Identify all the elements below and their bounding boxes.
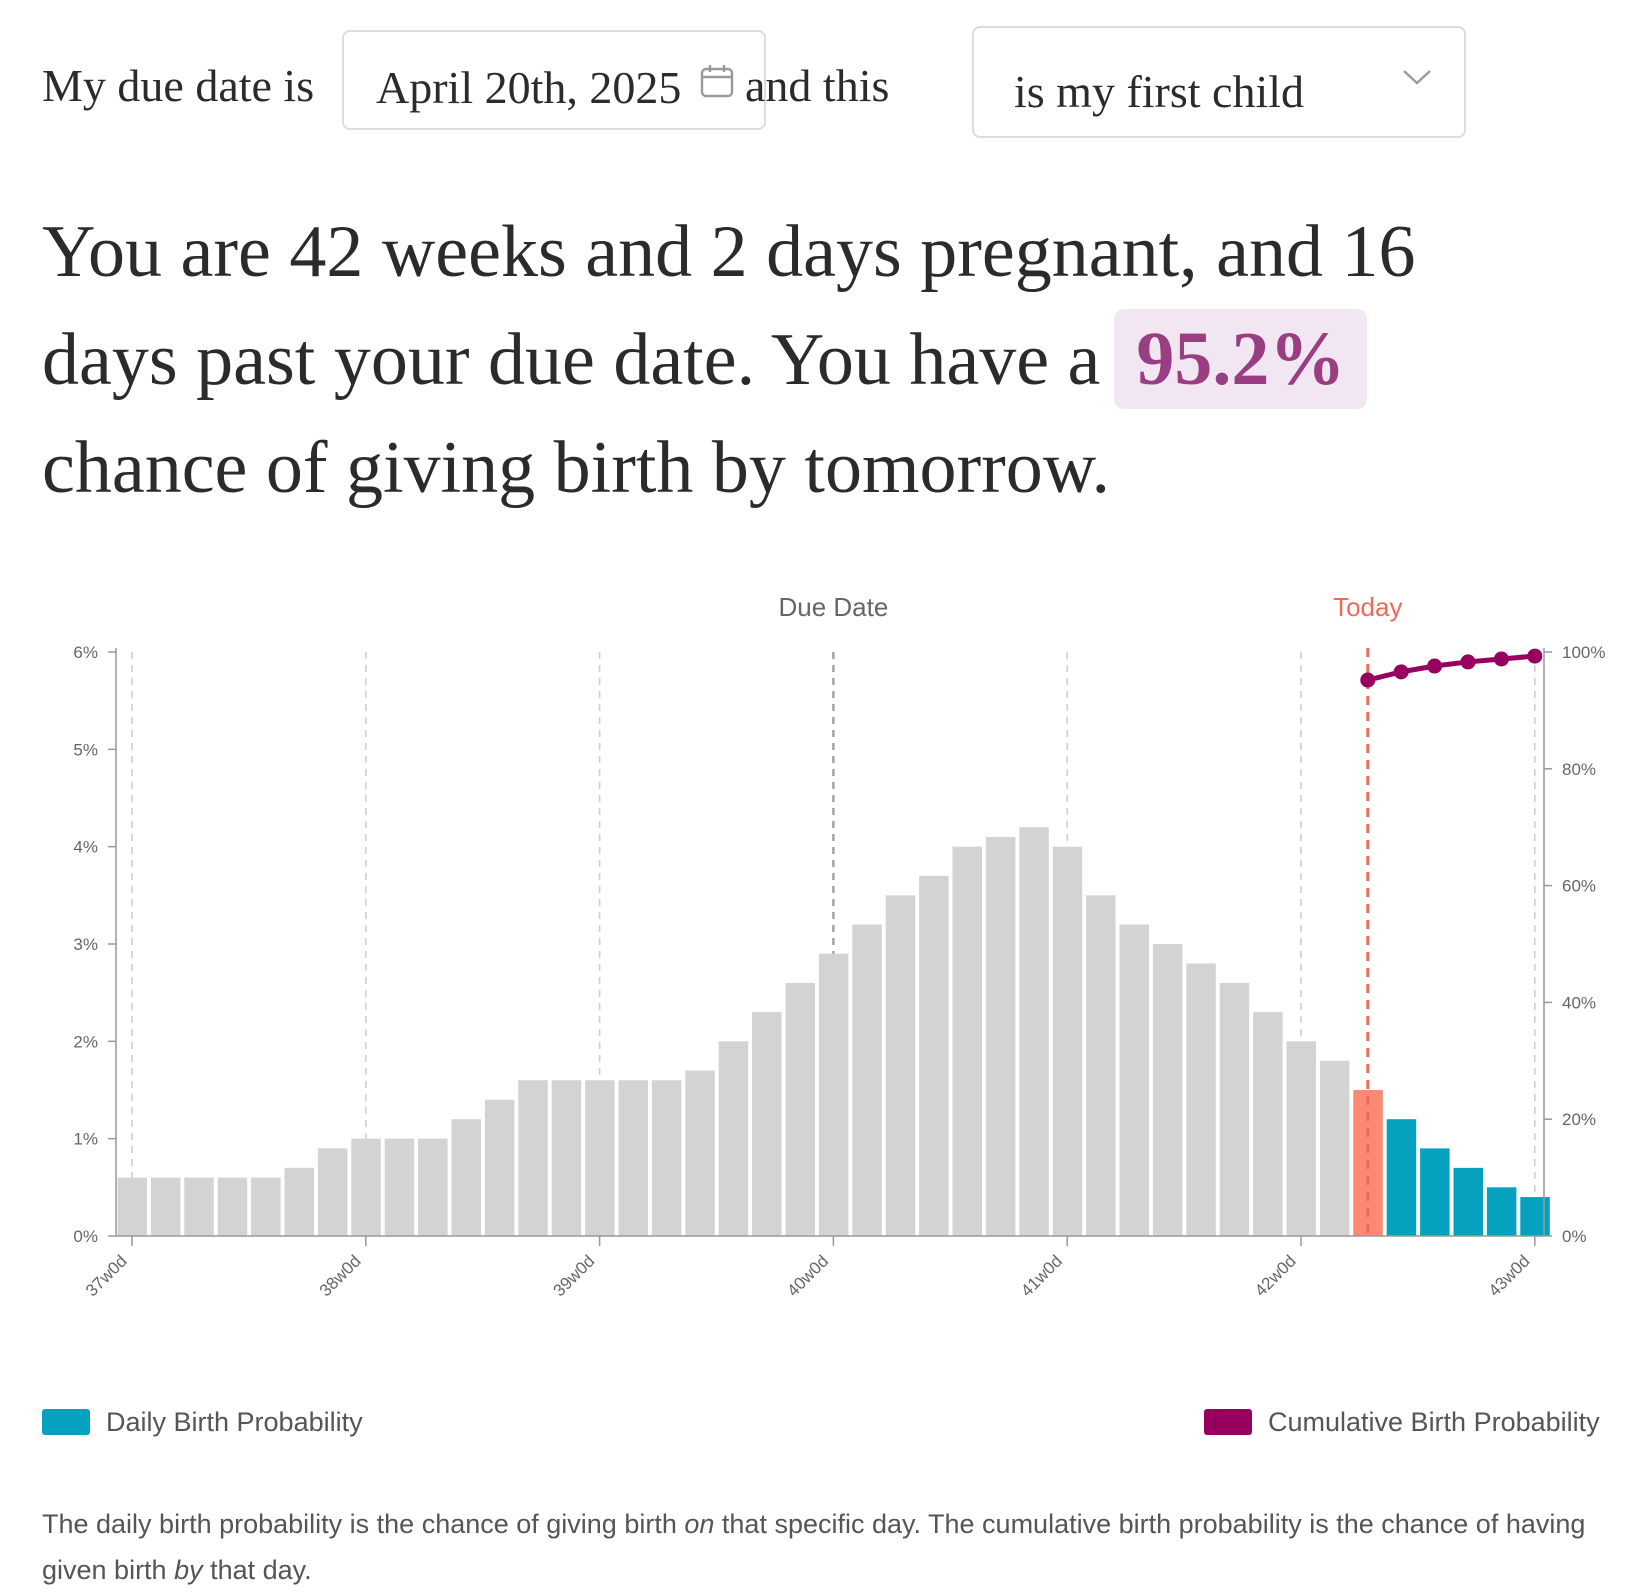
past-day-bar <box>818 953 849 1236</box>
past-day-bar <box>1052 846 1083 1236</box>
x-tick-label: 38w0d <box>316 1251 365 1300</box>
past-day-bar <box>484 1099 515 1236</box>
cumulative-point <box>1460 654 1476 670</box>
past-day-bar <box>718 1041 749 1236</box>
past-day-bar <box>952 846 982 1236</box>
due-date-controls: My due date is April 20th, 2025 and this… <box>42 26 1652 140</box>
y-right-tick-label: 20% <box>1562 1110 1596 1129</box>
birth-chance-highlight: 95.2% <box>1114 309 1368 409</box>
chevron-down-icon <box>1402 68 1432 91</box>
past-day-bar <box>351 1138 381 1236</box>
child-select[interactable]: is my first child <box>972 26 1466 138</box>
today-label: Today <box>1333 592 1402 622</box>
legend-cumulative-swatch <box>1204 1409 1252 1435</box>
footnote-text-2: that specific day. The cumulative birth … <box>42 1509 1586 1585</box>
past-day-bar <box>451 1119 481 1236</box>
past-day-bar <box>752 1012 782 1236</box>
past-day-bar <box>1186 963 1216 1236</box>
legend-daily-swatch <box>42 1409 90 1435</box>
pregnancy-summary: You are 42 weeks and 2 days pregnant, an… <box>42 198 1542 522</box>
past-day-bar <box>651 1080 682 1236</box>
due-date-input[interactable]: April 20th, 2025 <box>342 30 766 130</box>
past-day-bar <box>1019 827 1049 1236</box>
x-tick-label: 41w0d <box>1017 1251 1066 1300</box>
due-date-middle: and this <box>745 60 890 111</box>
cumulative-point <box>1427 658 1443 674</box>
future-day-bar <box>1420 1148 1450 1236</box>
legend-daily: Daily Birth Probability <box>42 1405 542 1441</box>
cumulative-point <box>1493 651 1509 667</box>
past-day-bar <box>184 1177 214 1236</box>
due-date-prefix: My due date is <box>42 60 315 111</box>
y-left-tick-label: 5% <box>73 740 98 759</box>
y-left-tick-label: 4% <box>73 838 98 857</box>
past-day-bar <box>885 895 916 1236</box>
legend-cumulative: Cumulative Birth Probability <box>1204 1405 1644 1441</box>
past-day-bar <box>1152 944 1183 1236</box>
y-right-tick-label: 100% <box>1562 643 1605 662</box>
y-left-tick-label: 0% <box>73 1227 98 1246</box>
legend-daily-label: Daily Birth Probability <box>106 1407 363 1437</box>
past-day-bar <box>1219 982 1250 1236</box>
past-day-bar <box>919 875 949 1236</box>
y-left-tick-label: 3% <box>73 935 98 954</box>
future-day-bar <box>1520 1197 1550 1236</box>
past-day-bar <box>852 924 882 1236</box>
past-day-bar <box>618 1080 648 1236</box>
past-day-bar <box>384 1138 415 1236</box>
y-left-tick-label: 6% <box>73 643 98 662</box>
x-tick-label: 37w0d <box>82 1251 131 1300</box>
past-day-bar <box>317 1148 348 1236</box>
past-day-bar <box>585 1080 615 1236</box>
past-day-bar <box>785 982 815 1236</box>
footnote-text-3: that day. <box>202 1555 312 1585</box>
y-left-tick-label: 2% <box>73 1032 98 1051</box>
footnote-emphasis-on: on <box>684 1509 715 1539</box>
past-day-bar <box>1319 1060 1350 1236</box>
legend-cumulative-label: Cumulative Birth Probability <box>1268 1407 1600 1437</box>
past-day-bar <box>150 1177 181 1236</box>
child-select-value: is my first child <box>1014 66 1305 117</box>
past-day-bar <box>418 1138 448 1236</box>
x-tick-label: 42w0d <box>1251 1251 1300 1300</box>
x-tick-label: 39w0d <box>550 1251 599 1300</box>
y-right-tick-label: 60% <box>1562 877 1596 896</box>
past-day-bar <box>518 1080 548 1236</box>
past-day-bar <box>1119 924 1149 1236</box>
future-day-bar <box>1386 1119 1417 1236</box>
cumulative-line <box>1367 653 1536 683</box>
summary-part-1: You are 42 weeks and 2 days pregnant, an… <box>42 211 1416 401</box>
due-date-value: April 20th, 2025 <box>376 62 682 113</box>
past-day-bar <box>117 1177 147 1236</box>
summary-part-2: chance of giving birth by tomorrow. <box>42 427 1110 509</box>
future-day-bar <box>1453 1167 1483 1236</box>
past-day-bar <box>985 836 1016 1236</box>
due-date-label: Due Date <box>778 592 888 622</box>
x-tick-label: 43w0d <box>1485 1251 1534 1300</box>
cumulative-point <box>1527 648 1543 664</box>
y-right-tick-label: 0% <box>1562 1227 1587 1246</box>
past-day-bar <box>1086 895 1116 1236</box>
birth-probability-chart: 37w0d 38w0d 39w0d 40w0d 41w0d 42w0d 43w0d 0% 1% 2… <box>73 592 1605 1300</box>
footnote-emphasis-by: by <box>174 1555 203 1585</box>
past-day-bar <box>1286 1041 1316 1236</box>
future-day-bar <box>1486 1187 1517 1236</box>
calendar-icon[interactable] <box>700 64 734 103</box>
y-left-tick-label: 1% <box>73 1130 98 1149</box>
past-day-bar <box>685 1070 715 1236</box>
past-day-bar <box>284 1167 314 1236</box>
cumulative-point <box>1360 672 1376 688</box>
past-day-bar <box>217 1177 248 1236</box>
past-day-bar <box>551 1080 582 1236</box>
y-right-tick-label: 40% <box>1562 993 1596 1012</box>
y-right-tick-label: 80% <box>1562 760 1596 779</box>
cumulative-point <box>1393 664 1409 680</box>
past-day-bar <box>1253 1012 1283 1236</box>
chart-footnote: The daily birth probability is the chanc… <box>42 1501 1612 1593</box>
x-tick-label: 40w0d <box>783 1251 832 1300</box>
past-day-bar <box>251 1177 281 1236</box>
footnote-text-1: The daily birth probability is the chanc… <box>42 1509 685 1539</box>
